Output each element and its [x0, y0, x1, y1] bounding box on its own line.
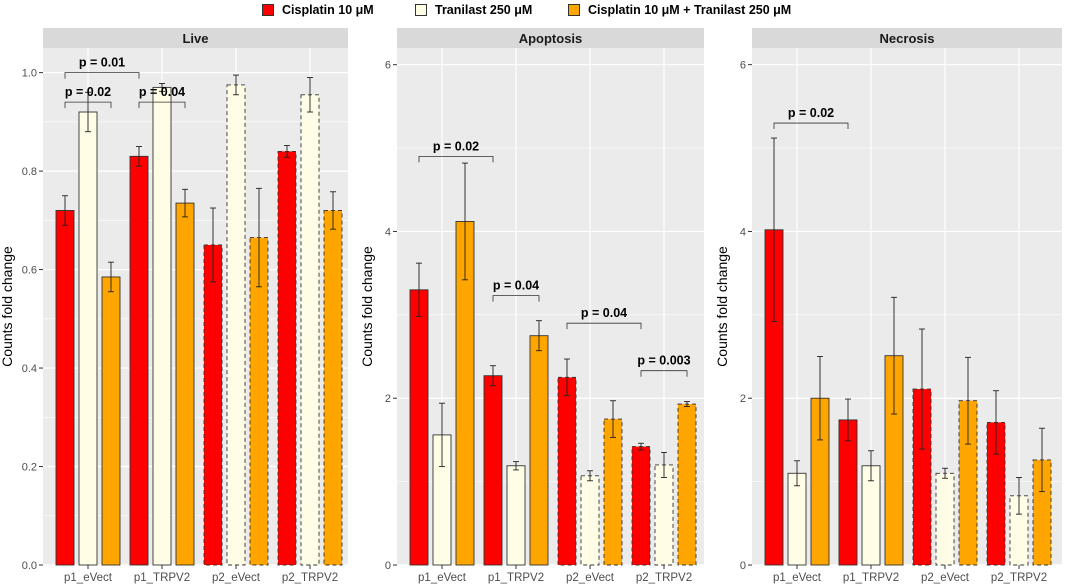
significance-label: p = 0.04	[493, 279, 539, 293]
facet-title: Apoptosis	[519, 31, 583, 46]
bar	[603, 418, 623, 566]
significance-label: p = 0.01	[79, 56, 125, 70]
bar	[935, 472, 955, 566]
facet-title: Necrosis	[880, 31, 935, 46]
significance-bracket	[640, 370, 688, 377]
facet-strip	[43, 28, 348, 48]
legend-key-tranilast	[415, 3, 427, 16]
x-tick-label: p1_TRPV2	[843, 572, 899, 584]
legend-item-cisplatin: Cisplatin 10 μM	[262, 1, 374, 18]
bar	[78, 111, 98, 566]
x-tick-label: p2_TRPV2	[282, 572, 338, 584]
y-tick-label: 0	[385, 560, 391, 572]
facet-title: Live	[182, 31, 208, 46]
bar	[529, 335, 549, 566]
x-tick-label: p1_eVect	[773, 572, 822, 584]
legend: Cisplatin 10 μM Tranilast 250 μM Cisplat…	[0, 0, 1072, 20]
x-tick-label: p1_eVect	[64, 572, 113, 584]
significance-label: p = 0.02	[788, 106, 834, 120]
facet-strip	[397, 28, 704, 48]
significance-bracket	[773, 122, 849, 130]
y-tick-label: 0.2	[22, 462, 37, 474]
chart-panel-necrosis: Necrosis 0 2 4 6 Counts fold change p1_eVect p1…	[714, 28, 1062, 584]
bar	[129, 155, 149, 566]
significance-bracket	[492, 295, 540, 302]
y-tick-label: 6	[385, 60, 391, 72]
x-tick-label: p2_eVect	[566, 572, 615, 584]
bar	[226, 84, 246, 566]
bar	[506, 465, 526, 566]
significance-bracket	[418, 156, 494, 163]
y-tick-label: 0.6	[22, 265, 37, 277]
significance-bracket	[64, 72, 140, 79]
bar	[203, 244, 223, 566]
significance-label: p = 0.02	[433, 139, 479, 153]
y-tick-label: 4	[740, 226, 746, 238]
bar	[483, 375, 503, 566]
significance-bracket	[138, 101, 186, 109]
x-tick-label: p1_eVect	[418, 572, 467, 584]
bar	[101, 276, 121, 566]
y-tick-label: 1.0	[22, 68, 37, 80]
x-tick-label: p2_TRPV2	[991, 572, 1047, 584]
legend-label-tranilast: Tranilast 250 μM	[435, 2, 533, 17]
bar	[654, 464, 674, 566]
bar	[557, 376, 577, 566]
bar	[300, 94, 320, 566]
bar	[787, 472, 807, 566]
facet-strip	[752, 28, 1062, 48]
y-axis-label: Counts fold change	[0, 246, 15, 367]
significance-label: p = 0.003	[637, 354, 690, 368]
bar	[323, 210, 343, 566]
legend-item-combination: Cisplatin 10 μM + Tranilast 250 μM	[568, 1, 791, 18]
x-tick-label: p2_TRPV2	[636, 572, 692, 584]
significance-bracket	[566, 322, 642, 330]
legend-item-tranilast: Tranilast 250 μM	[415, 1, 532, 18]
bar	[175, 202, 195, 566]
x-tick-label: p1_TRPV2	[488, 572, 544, 584]
legend-key-cisplatin	[262, 3, 274, 16]
legend-label-cisplatin: Cisplatin 10 μM	[282, 2, 374, 17]
y-tick-label: 4	[385, 226, 391, 238]
bar	[677, 403, 697, 566]
x-tick-label: p2_eVect	[921, 572, 970, 584]
y-tick-label: 0.4	[22, 363, 37, 375]
bar	[838, 419, 858, 566]
significance-bracket	[64, 101, 112, 109]
x-tick-label: p1_TRPV2	[134, 572, 190, 584]
y-tick-label: 2	[740, 393, 746, 405]
legend-key-combination	[568, 3, 580, 16]
legend-label-combination: Cisplatin 10 μM + Tranilast 250 μM	[588, 2, 792, 17]
x-tick-label: p2_eVect	[212, 572, 261, 584]
y-tick-label: 2	[385, 393, 391, 405]
significance-label: p = 0.04	[139, 85, 185, 99]
y-tick-label: 0.8	[22, 166, 37, 178]
y-tick-label: 0	[740, 560, 746, 572]
bar	[631, 446, 651, 566]
y-axis-label: Counts fold change	[714, 246, 730, 367]
chart-panel-live: Live 0.0 0.2 0.4 0.6 0.8 1.0 Counts fold change…	[0, 28, 348, 584]
y-tick-label: 0.0	[22, 560, 37, 572]
bar	[277, 150, 297, 566]
bar	[152, 86, 172, 566]
y-axis-label: Counts fold change	[359, 246, 375, 367]
significance-label: p = 0.02	[65, 85, 111, 99]
bar	[409, 289, 429, 566]
bar	[55, 210, 75, 566]
y-tick-label: 6	[740, 60, 746, 72]
bar	[580, 475, 600, 566]
chart-panel-apoptosis: Apoptosis 0 2 4 6 Counts fold change p1_eVect p…	[359, 28, 704, 584]
significance-label: p = 0.04	[581, 306, 627, 320]
